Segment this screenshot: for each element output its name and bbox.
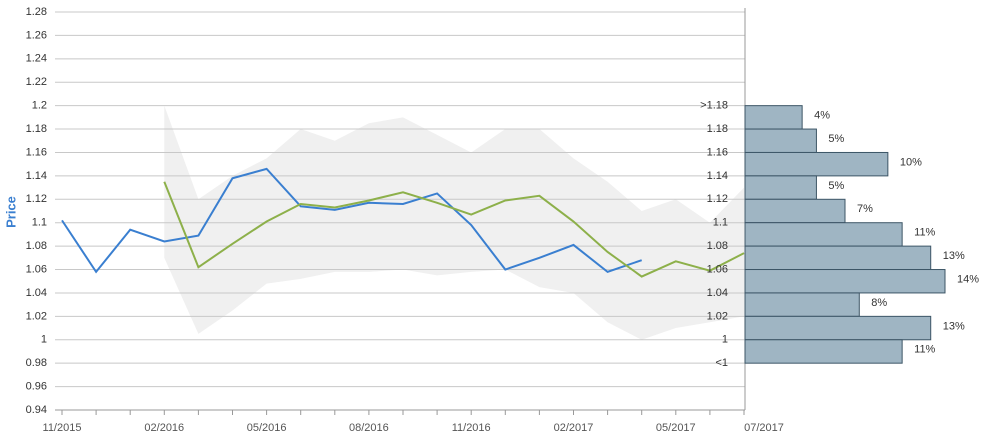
bin-label: 1.16 [707,146,728,158]
bin-label: 1.14 [707,170,728,182]
bar-value-label: 4% [814,110,830,122]
x-tick-label: 11/2016 [452,422,491,434]
y-tick-label: 1.1 [32,217,47,229]
histogram-bar [744,175,817,200]
y-tick-label: 1.22 [26,76,47,88]
bar-value-label: 5% [828,133,844,145]
y-tick-label: 1 [41,334,47,346]
histogram-bar [744,151,889,177]
bin-label: <1 [715,357,728,369]
bar-value-label: 11% [914,344,935,356]
histogram-bar [744,292,860,317]
x-tick-label: 02/2016 [144,422,184,434]
y-tick-label: 1.14 [26,170,47,182]
bar-value-label: 11% [914,227,935,239]
x-tick-label: 05/2016 [247,422,287,434]
histogram-bar [744,128,817,153]
bin-label: 1.18 [707,123,728,135]
histogram-bar [744,245,932,271]
bin-label: 1.1 [713,217,728,229]
y-tick-label: 0.96 [26,380,47,392]
y-tick-label: 1.02 [26,310,47,322]
y-tick-label: 1.26 [26,29,47,41]
x-tick-label: 05/2017 [656,422,696,434]
bin-label: 1.08 [707,240,728,252]
histogram-bar [744,315,932,341]
bin-label: 1.12 [707,193,728,205]
x-tick-label: 07/2017 [744,422,784,434]
y-tick-label: 1.18 [26,123,47,135]
histogram-bar [744,269,946,294]
bar-value-label: 14% [957,273,979,285]
x-tick-label: 08/2016 [349,422,389,434]
y-tick-label: 1.08 [26,240,47,252]
histogram-bar [744,222,903,247]
price-line [61,167,643,274]
bar-value-label: 10% [900,156,922,168]
bin-label: >1.18 [700,100,728,112]
y-tick-label: 1.28 [26,6,47,18]
y-tick-label: 1.04 [26,287,47,299]
y-tick-label: 1.06 [26,263,47,275]
y-tick-label: 0.98 [26,357,47,369]
bar-value-label: 7% [857,203,873,215]
bin-label: 1.04 [707,287,728,299]
histogram-bar [744,198,846,224]
bin-label: 1 [722,334,728,346]
y-axis-title: Price [3,196,18,228]
bar-value-label: 8% [871,297,887,309]
bar-value-label: 5% [828,180,844,192]
bar-value-label: 13% [943,250,965,262]
bin-label: 1.02 [707,310,728,322]
price-line [163,181,745,278]
y-tick-label: 1.16 [26,146,47,158]
y-tick-label: 1.2 [32,100,47,112]
y-tick-label: 1.24 [26,53,47,65]
histogram-bar [744,339,903,364]
bin-label: 1.06 [707,263,728,275]
x-tick-label: 11/2015 [43,422,82,434]
x-tick-label: 02/2017 [554,422,594,434]
histogram-bar [744,105,803,130]
y-tick-label: 1.12 [26,193,47,205]
y-tick-label: 0.94 [26,404,47,416]
bar-value-label: 13% [943,320,965,332]
